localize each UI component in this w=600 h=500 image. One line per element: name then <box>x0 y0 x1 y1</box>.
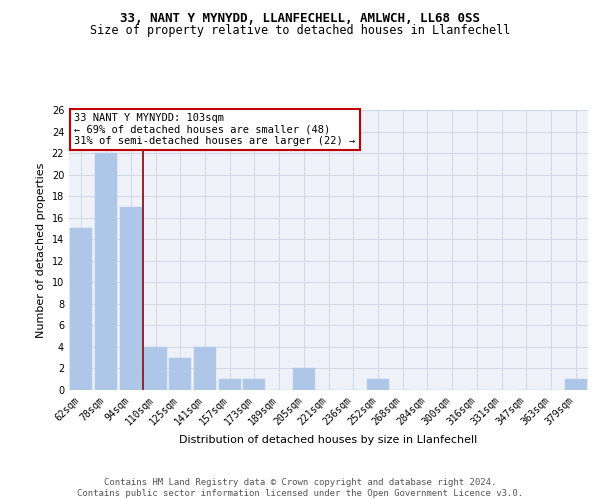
Bar <box>367 379 389 390</box>
Y-axis label: Number of detached properties: Number of detached properties <box>36 162 46 338</box>
X-axis label: Distribution of detached houses by size in Llanfechell: Distribution of detached houses by size … <box>179 435 478 445</box>
Text: Size of property relative to detached houses in Llanfechell: Size of property relative to detached ho… <box>90 24 510 37</box>
Bar <box>95 153 117 390</box>
Bar <box>169 358 191 390</box>
Bar <box>565 379 587 390</box>
Bar <box>70 228 92 390</box>
Text: 33 NANT Y MYNYDD: 103sqm
← 69% of detached houses are smaller (48)
31% of semi-d: 33 NANT Y MYNYDD: 103sqm ← 69% of detach… <box>74 113 355 146</box>
Bar <box>119 207 142 390</box>
Bar <box>145 347 167 390</box>
Bar <box>243 379 265 390</box>
Bar <box>194 347 216 390</box>
Bar <box>218 379 241 390</box>
Bar <box>293 368 315 390</box>
Text: Contains HM Land Registry data © Crown copyright and database right 2024.
Contai: Contains HM Land Registry data © Crown c… <box>77 478 523 498</box>
Text: 33, NANT Y MYNYDD, LLANFECHELL, AMLWCH, LL68 0SS: 33, NANT Y MYNYDD, LLANFECHELL, AMLWCH, … <box>120 12 480 26</box>
